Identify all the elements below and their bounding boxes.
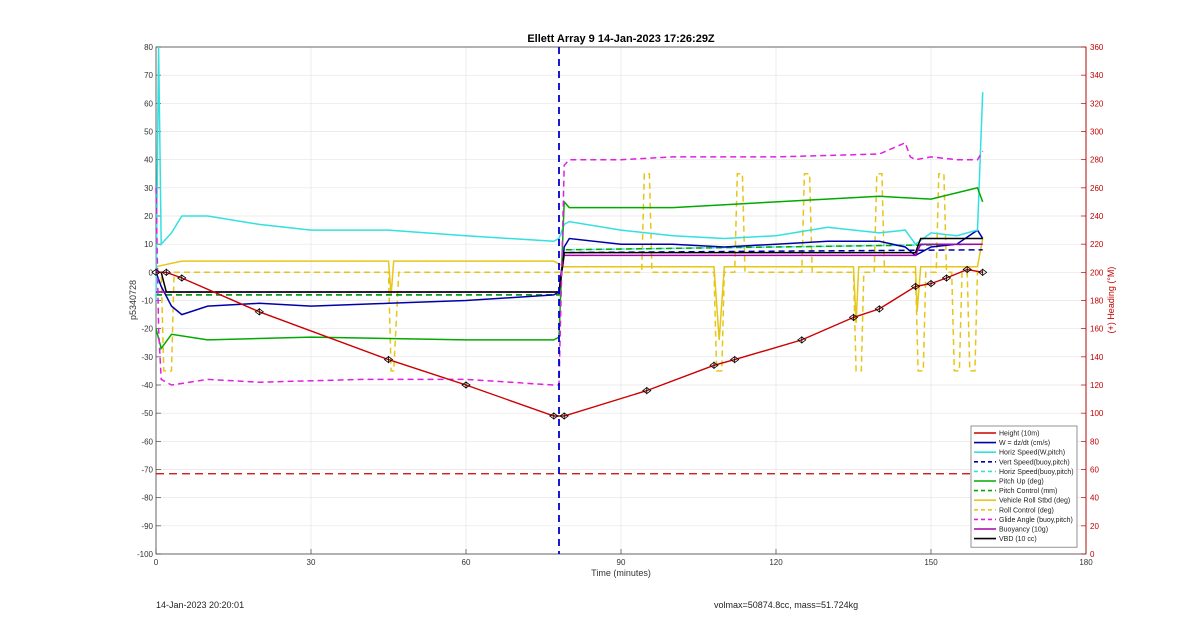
y-tick-label: -100 — [137, 550, 154, 559]
height-marker — [926, 279, 936, 288]
y2-tick-label: 260 — [1090, 184, 1104, 193]
legend: Height (10m) W = dz/dt (cm/s) Horiz Speed(… — [970, 425, 1078, 548]
height-marker — [874, 305, 884, 313]
series-horiz-speed-w-pitch — [155, 46, 984, 301]
y2-tick-label: 220 — [1090, 240, 1104, 249]
height-marker — [730, 355, 740, 364]
legend-label: VBD (10 cc) — [999, 536, 1037, 543]
height-marker — [709, 361, 719, 370]
legend-label: Pitch Up (deg) — [999, 479, 1044, 486]
y-tick-label: 60 — [144, 99, 153, 108]
y-tick-label: -60 — [141, 437, 153, 446]
y2-tick-label: 240 — [1090, 212, 1104, 221]
y2-tick-label: 200 — [1090, 268, 1104, 277]
y-tick-label: -10 — [141, 297, 153, 306]
legend-box — [970, 425, 1078, 548]
y2-tick-label: 60 — [1090, 466, 1099, 475]
x-tick-label: 60 — [462, 558, 471, 567]
y2-axis-label: (+) Heading (°M) — [1106, 267, 1116, 334]
y-tick-label: -90 — [141, 522, 153, 531]
y2-tick-label: 0 — [1090, 550, 1095, 559]
y-tick-label: 0 — [149, 268, 154, 277]
legend-label: Buoyancy (10g) — [999, 527, 1048, 534]
y-axis-label: p5340728 — [128, 280, 138, 320]
height-marker — [559, 412, 569, 420]
legend-label: Horiz Speed(buoy,pitch) — [999, 469, 1074, 476]
y2-tick-label: 280 — [1090, 156, 1104, 165]
height-marker — [161, 268, 171, 277]
y2-tick-label: 120 — [1090, 381, 1104, 390]
height-marker — [642, 386, 652, 395]
y-tick-label: 10 — [144, 240, 153, 249]
height-marker — [941, 274, 952, 282]
x-tick-label: 150 — [924, 558, 938, 567]
legend-label: Vehicle Roll Stbd (deg) — [999, 498, 1070, 505]
legend-label: Vert Speed(buoy,pitch) — [999, 459, 1070, 466]
y2-tick-label: 20 — [1090, 522, 1099, 531]
height-marker — [254, 308, 264, 316]
legend-label: W = dz/dt (cm/s) — [999, 440, 1050, 447]
left-axis-ticks: -100-90-80-70-60-50-40-30-20-10010203040… — [137, 43, 161, 559]
footer-volume-mass: volmax=50874.8cc, mass=51.724kg — [714, 600, 859, 610]
series-roll-control-deg — [156, 173, 983, 372]
y-tick-label: 80 — [144, 43, 153, 52]
y2-tick-label: 300 — [1090, 128, 1104, 137]
height-marker — [549, 412, 559, 420]
x-tick-label: 0 — [154, 558, 159, 567]
height-marker — [962, 265, 972, 274]
height-marker — [978, 268, 988, 277]
x-tick-label: 180 — [1079, 558, 1093, 567]
x-axis-label: Time (minutes) — [591, 568, 651, 578]
height-marker — [848, 313, 859, 322]
y-tick-label: 50 — [144, 128, 153, 137]
series-glide-angle-buoy-pitch — [155, 141, 984, 386]
height-marker — [177, 274, 187, 282]
legend-label: Glide Angle (buoy,pitch) — [999, 517, 1073, 524]
legend-label: Pitch Control (mm) — [999, 488, 1057, 495]
y-tick-label: -80 — [141, 494, 153, 503]
y2-tick-label: 100 — [1090, 409, 1104, 418]
y2-tick-label: 340 — [1090, 71, 1104, 80]
chart-title: Ellett Array 9 14-Jan-2023 17:26:29Z — [527, 33, 715, 45]
height-marker — [151, 268, 161, 277]
legend-label: Roll Control (deg) — [999, 507, 1054, 514]
y-tick-label: -70 — [141, 466, 153, 475]
y-tick-label: -50 — [141, 409, 153, 418]
y2-tick-label: 320 — [1090, 99, 1104, 108]
y-tick-label: -40 — [141, 381, 153, 390]
x-tick-label: 30 — [307, 558, 316, 567]
legend-label: Horiz Speed(W,pitch) — [999, 450, 1065, 457]
y-tick-label: -20 — [141, 325, 153, 334]
y2-tick-label: 140 — [1090, 353, 1104, 362]
y2-tick-label: 180 — [1090, 297, 1104, 306]
y-tick-label: -30 — [141, 353, 153, 362]
y2-tick-label: 360 — [1090, 43, 1104, 52]
y2-tick-label: 80 — [1090, 437, 1099, 446]
y-tick-label: 20 — [144, 212, 153, 221]
y2-tick-label: 160 — [1090, 325, 1104, 334]
x-tick-label: 90 — [617, 558, 626, 567]
x-axis-ticks: 0 30 60 90 120 150 180 — [154, 549, 1093, 567]
y-tick-label: 30 — [144, 184, 153, 193]
x-tick-label: 120 — [769, 558, 783, 567]
footer-timestamp: 14-Jan-2023 20:20:01 — [156, 600, 245, 610]
series-layer — [151, 46, 993, 554]
y2-tick-label: 40 — [1090, 494, 1099, 503]
height-marker — [910, 282, 921, 291]
y-tick-label: 70 — [144, 71, 153, 80]
height-marker — [797, 336, 807, 344]
y-tick-label: 40 — [144, 156, 153, 165]
legend-label: Height (10m) — [999, 431, 1039, 438]
height-marker — [461, 381, 471, 389]
height-marker — [383, 355, 394, 364]
right-axis-ticks: 0 20 40 60 80 100 120 140 160 180 200 220 240 260 280 3… — [1081, 43, 1104, 559]
